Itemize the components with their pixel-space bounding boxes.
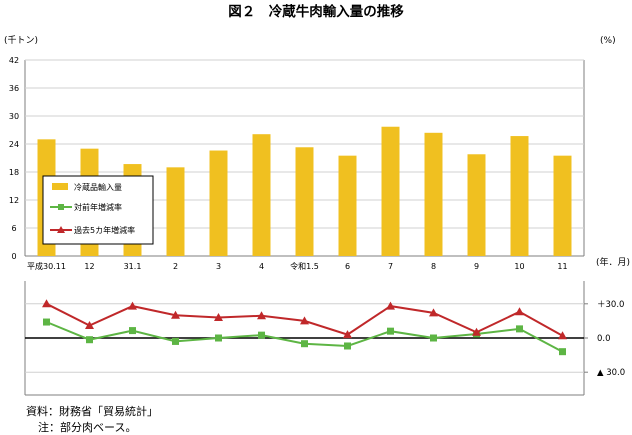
bar-y-tick-label: 0: [11, 252, 16, 261]
series-point-1: [258, 331, 265, 339]
series-point-2: [515, 307, 524, 316]
bar: [381, 126, 400, 256]
series-point-2: [42, 299, 51, 308]
footnote: 注：部分肉ベース。: [38, 421, 137, 434]
bar: [338, 155, 357, 256]
x-tick-label: 7: [388, 262, 393, 271]
bar: [553, 155, 572, 256]
bar-y-tick-label: 12: [9, 196, 19, 205]
bar-y-tick-label: 30: [9, 112, 19, 121]
series-point-1: [301, 340, 308, 348]
legend-series2-marker: [57, 226, 65, 233]
bar: [295, 147, 314, 256]
x-tick-label: 平成30.11: [27, 261, 66, 271]
x-tick-label: 12: [84, 262, 94, 271]
series-point-2: [171, 310, 180, 319]
bar: [467, 154, 486, 256]
bar: [209, 150, 228, 256]
x-unit: (年．月): [596, 256, 630, 268]
bar-y-unit: (千トン): [4, 35, 38, 46]
series-point-1: [344, 342, 351, 350]
series-point-1: [172, 337, 179, 345]
bar-y-tick-label: 18: [9, 168, 19, 177]
series-point-1: [516, 325, 523, 333]
bar: [252, 134, 271, 256]
x-tick-label: 3: [216, 262, 221, 271]
series-point-2: [128, 301, 137, 310]
series-point-2: [85, 320, 94, 329]
line-y-tick-label: ＋30.0: [597, 300, 624, 310]
series-point-2: [386, 301, 395, 310]
series-line-1: [46, 321, 563, 353]
bar-y-tick-label: 24: [9, 140, 19, 149]
bar: [424, 132, 443, 256]
legend-series1-label: 対前年増減率: [74, 202, 122, 212]
legend-series2-label: 過去5カ年増減率: [74, 225, 135, 235]
series-point-2: [558, 331, 567, 340]
line-y-tick-label: ▲ 30.0: [597, 368, 625, 378]
x-tick-label: 31.1: [124, 262, 142, 271]
bar: [166, 167, 185, 256]
x-tick-label: 令和1.5: [290, 261, 319, 271]
series-point-2: [429, 308, 438, 317]
x-tick-label: 11: [557, 262, 567, 271]
series-point-1: [215, 334, 222, 342]
legend-series1-marker: [58, 204, 64, 210]
series-point-2: [257, 311, 266, 320]
x-tick-label: 2: [173, 262, 178, 271]
line-y-tick-label: 0.0: [597, 334, 611, 344]
bar-y-tick-label: 36: [9, 84, 19, 93]
series-point-2: [214, 312, 223, 321]
bar-y-tick-label: 42: [9, 56, 19, 65]
x-tick-label: 8: [431, 262, 436, 271]
legend-bar-label: 冷蔵品輸入量: [74, 182, 122, 192]
bar-y-tick-label: 6: [11, 224, 16, 233]
series-point-1: [86, 336, 93, 344]
legend-bar-swatch: [52, 183, 68, 190]
source-note: 資料：財務省「貿易統計」: [26, 405, 158, 418]
x-tick-label: 9: [474, 262, 479, 271]
line-panel: ＋30.0 0.0 ▲ 30.0: [24, 281, 625, 396]
chart-title: 図２ 冷蔵牛肉輸入量の推移: [228, 3, 404, 20]
bar: [510, 136, 529, 256]
series-point-1: [430, 334, 437, 342]
series-point-2: [300, 316, 309, 325]
x-tick-label: 4: [259, 262, 264, 271]
series-point-1: [387, 327, 394, 335]
series-point-1: [129, 327, 136, 335]
series-point-2: [472, 327, 481, 336]
series-point-1: [559, 348, 566, 356]
series-point-2: [343, 330, 352, 339]
x-tick-label: 6: [345, 262, 350, 271]
x-tick-label: 10: [514, 262, 524, 271]
line-y-unit: (%): [600, 36, 616, 46]
series-point-1: [43, 318, 50, 326]
legend: 冷蔵品輸入量 対前年増減率 過去5カ年増減率: [42, 175, 154, 245]
